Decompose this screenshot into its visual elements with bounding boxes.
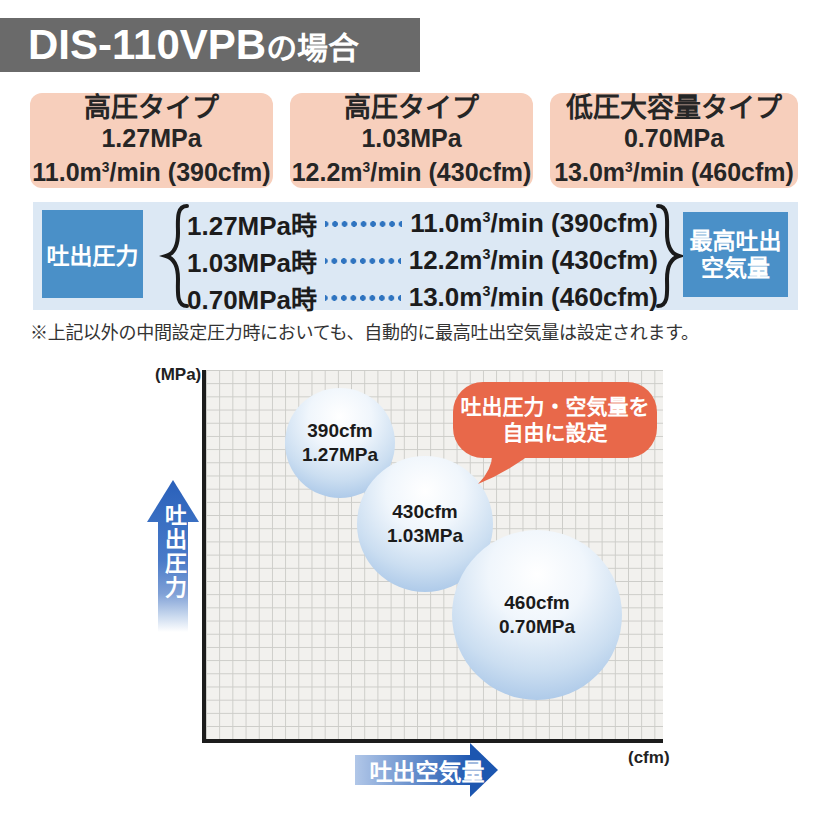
type-title: 高圧タイプ (30, 93, 273, 123)
type-box-high-pressure-2: 高圧タイプ 1.03MPa 12.2m3/min (430cfm) (290, 93, 533, 188)
spec-panel: 吐出圧力 1.27MPa時 11.0m3/min (390cfm) 1.03MP… (33, 202, 798, 310)
y-axis-label: 吐出圧力 (147, 501, 199, 603)
type-title: 低圧大容量タイプ (550, 93, 798, 123)
x-axis-unit: (cfm) (628, 748, 670, 768)
type-title: 高圧タイプ (290, 93, 533, 123)
type-pressure: 1.27MPa (30, 123, 273, 153)
dotted-leader (325, 258, 401, 264)
row-pressure: 1.27MPa時 (187, 205, 317, 242)
footnote: ※上記以外の中間設定圧力時においても、自動的に最高吐出空気量は設定されます。 (30, 318, 699, 344)
plot-area: 390cfm 1.27MPa 430cfm 1.03MPa 460cfm 0.7… (202, 370, 663, 743)
model-suffix: の場合 (266, 23, 359, 68)
row-pressure: 1.03MPa時 (187, 242, 317, 279)
callout-tail (478, 450, 538, 486)
type-box-high-pressure-1: 高圧タイプ 1.27MPa 11.0m3/min (390cfm) (30, 93, 273, 188)
title-banner: DIS-110VPBの場合 (0, 18, 420, 72)
type-flow: 13.0m3/min (460cfm) (550, 153, 798, 187)
type-box-low-pressure: 低圧大容量タイプ 0.70MPa 13.0m3/min (460cfm) (550, 93, 798, 188)
bubble-chart: (MPa) 390cfm 1.27MPa 430cfm 1.03MPa 460c… (0, 360, 834, 834)
spec-rows: 1.27MPa時 11.0m3/min (390cfm) 1.03MPa時 12… (187, 205, 658, 307)
model-name: DIS-110VPB (28, 21, 266, 69)
type-flow: 12.2m3/min (430cfm) (290, 153, 533, 187)
spec-row: 0.70MPa時 13.0m3/min (460cfm) (187, 279, 658, 316)
x-axis-arrow: 吐出空気量 (355, 743, 498, 797)
type-pressure: 0.70MPa (550, 123, 798, 153)
row-pressure: 0.70MPa時 (187, 279, 317, 316)
dotted-leader (325, 221, 402, 227)
type-flow: 11.0m3/min (390cfm) (30, 153, 273, 187)
y-axis-arrow: 吐出圧力 (147, 480, 199, 632)
max-air-flow-label: 最高吐出 空気量 (683, 212, 788, 297)
dotted-leader (325, 295, 401, 301)
row-flow: 12.2m3/min (430cfm) (409, 245, 658, 276)
row-flow: 13.0m3/min (460cfm) (409, 282, 658, 313)
spec-row: 1.27MPa時 11.0m3/min (390cfm) (187, 205, 658, 242)
y-axis-unit: (MPa) (155, 365, 201, 385)
row-flow: 11.0m3/min (390cfm) (410, 208, 658, 239)
discharge-pressure-label: 吐出圧力 (42, 210, 143, 298)
x-axis-label: 吐出空気量 (363, 743, 491, 797)
type-pressure: 1.03MPa (290, 123, 533, 153)
close-brace-icon (654, 203, 686, 309)
bubble-460cfm: 460cfm 0.70MPa (452, 530, 622, 700)
spec-row: 1.03MPa時 12.2m3/min (430cfm) (187, 242, 658, 279)
callout-bubble: 吐出圧力・空気量を 自由に設定 (453, 382, 657, 458)
